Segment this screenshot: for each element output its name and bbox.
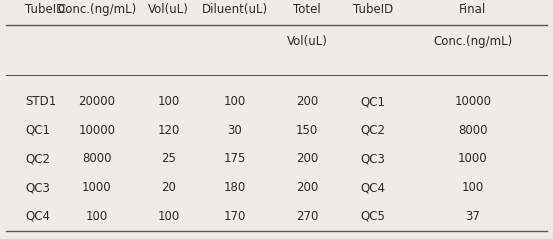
- Text: 25: 25: [161, 152, 176, 165]
- Text: 270: 270: [296, 210, 318, 223]
- Text: 100: 100: [158, 210, 180, 223]
- Text: Vol(uL): Vol(uL): [286, 35, 327, 48]
- Text: 100: 100: [86, 210, 108, 223]
- Text: 175: 175: [224, 152, 246, 165]
- Text: Conc.(ng/mL): Conc.(ng/mL): [433, 35, 513, 48]
- Text: 150: 150: [296, 124, 318, 137]
- Text: Totel: Totel: [293, 3, 321, 16]
- Text: 200: 200: [296, 152, 318, 165]
- Text: 37: 37: [466, 210, 480, 223]
- Text: TubeID: TubeID: [25, 3, 65, 16]
- Text: 1000: 1000: [82, 181, 112, 194]
- Text: 120: 120: [158, 124, 180, 137]
- Text: 200: 200: [296, 181, 318, 194]
- Text: STD1: STD1: [25, 95, 56, 108]
- Text: 1000: 1000: [458, 152, 488, 165]
- Text: QC3: QC3: [25, 181, 50, 194]
- Text: QC2: QC2: [361, 124, 386, 137]
- Text: Vol(uL): Vol(uL): [148, 3, 189, 16]
- Text: QC2: QC2: [25, 152, 50, 165]
- Text: 20000: 20000: [79, 95, 115, 108]
- Text: Conc.(ng/mL): Conc.(ng/mL): [57, 3, 137, 16]
- Text: 10000: 10000: [455, 95, 491, 108]
- Text: QC5: QC5: [361, 210, 385, 223]
- Text: 100: 100: [158, 95, 180, 108]
- Text: 170: 170: [224, 210, 246, 223]
- Text: 10000: 10000: [79, 124, 115, 137]
- Text: 180: 180: [224, 181, 246, 194]
- Text: 8000: 8000: [82, 152, 112, 165]
- Text: 100: 100: [462, 181, 484, 194]
- Text: TubeID: TubeID: [353, 3, 393, 16]
- Text: 200: 200: [296, 95, 318, 108]
- Text: 30: 30: [228, 124, 242, 137]
- Text: QC1: QC1: [361, 95, 386, 108]
- Text: QC1: QC1: [25, 124, 50, 137]
- Text: QC4: QC4: [25, 210, 50, 223]
- Text: QC4: QC4: [361, 181, 386, 194]
- Text: Diluent(uL): Diluent(uL): [202, 3, 268, 16]
- Text: QC3: QC3: [361, 152, 385, 165]
- Text: 100: 100: [224, 95, 246, 108]
- Text: 20: 20: [161, 181, 176, 194]
- Text: 8000: 8000: [458, 124, 488, 137]
- Text: Final: Final: [459, 3, 487, 16]
